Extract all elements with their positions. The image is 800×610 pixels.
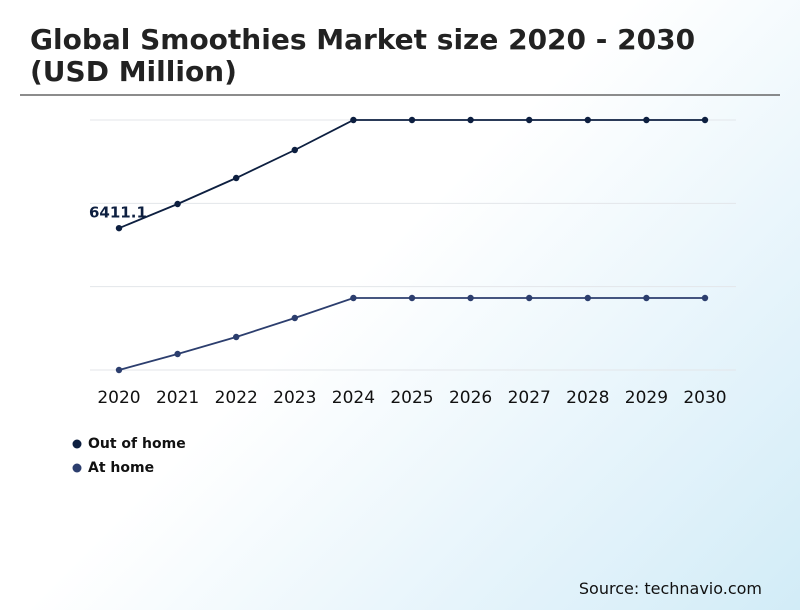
point [174, 200, 181, 208]
point [408, 116, 416, 124]
point [584, 116, 591, 124]
point [233, 174, 240, 182]
x-tick-label: 2023 [273, 388, 316, 408]
point [350, 294, 357, 302]
point [408, 294, 416, 302]
x-tick-label: 2026 [449, 388, 492, 408]
x-tick-label: 2025 [390, 388, 433, 408]
point [291, 146, 298, 154]
series-line [118, 119, 705, 229]
point [467, 116, 474, 124]
point [701, 116, 709, 124]
data-label: 6411.1 [89, 204, 147, 222]
point [233, 333, 240, 341]
source: Source: technavio.com [578, 579, 762, 598]
point [643, 294, 650, 302]
x-tick-label: 2030 [683, 388, 726, 408]
point [584, 294, 591, 302]
point [526, 116, 533, 124]
x-tick-label: 2028 [566, 388, 609, 408]
series-line [118, 297, 705, 371]
point [115, 366, 123, 374]
legend-label: Out of home [88, 436, 186, 452]
point [701, 294, 709, 302]
legend-label: At home [88, 460, 154, 476]
point [467, 294, 474, 302]
x-tick-label: 2027 [508, 388, 551, 408]
x-tick-label: 2029 [625, 388, 668, 408]
legend-marker [72, 463, 82, 473]
point [643, 116, 650, 124]
x-tick-label: 2022 [215, 388, 258, 408]
point [115, 224, 123, 232]
point [174, 350, 181, 358]
point [526, 294, 533, 302]
x-tick-label: 2021 [156, 388, 199, 408]
legend-marker [72, 439, 82, 449]
point [291, 314, 298, 322]
point [350, 116, 357, 124]
x-tick-label: 2020 [97, 388, 140, 408]
chart-title: Global Smoothies Market size 2020 - 2030… [30, 23, 696, 88]
x-tick-label: 2024 [332, 388, 375, 408]
